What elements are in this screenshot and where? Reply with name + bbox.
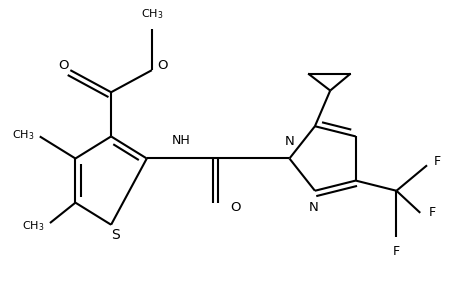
Text: S: S — [111, 228, 119, 242]
Text: F: F — [428, 206, 435, 219]
Text: N: N — [308, 201, 318, 214]
Text: NH: NH — [171, 134, 190, 147]
Text: F: F — [433, 155, 440, 168]
Text: N: N — [284, 135, 294, 148]
Text: CH$_3$: CH$_3$ — [140, 7, 163, 21]
Text: O: O — [157, 58, 167, 72]
Text: O: O — [230, 201, 240, 214]
Text: CH$_3$: CH$_3$ — [22, 220, 45, 233]
Text: CH$_3$: CH$_3$ — [12, 128, 34, 142]
Text: F: F — [392, 245, 399, 258]
Text: O: O — [58, 58, 69, 72]
